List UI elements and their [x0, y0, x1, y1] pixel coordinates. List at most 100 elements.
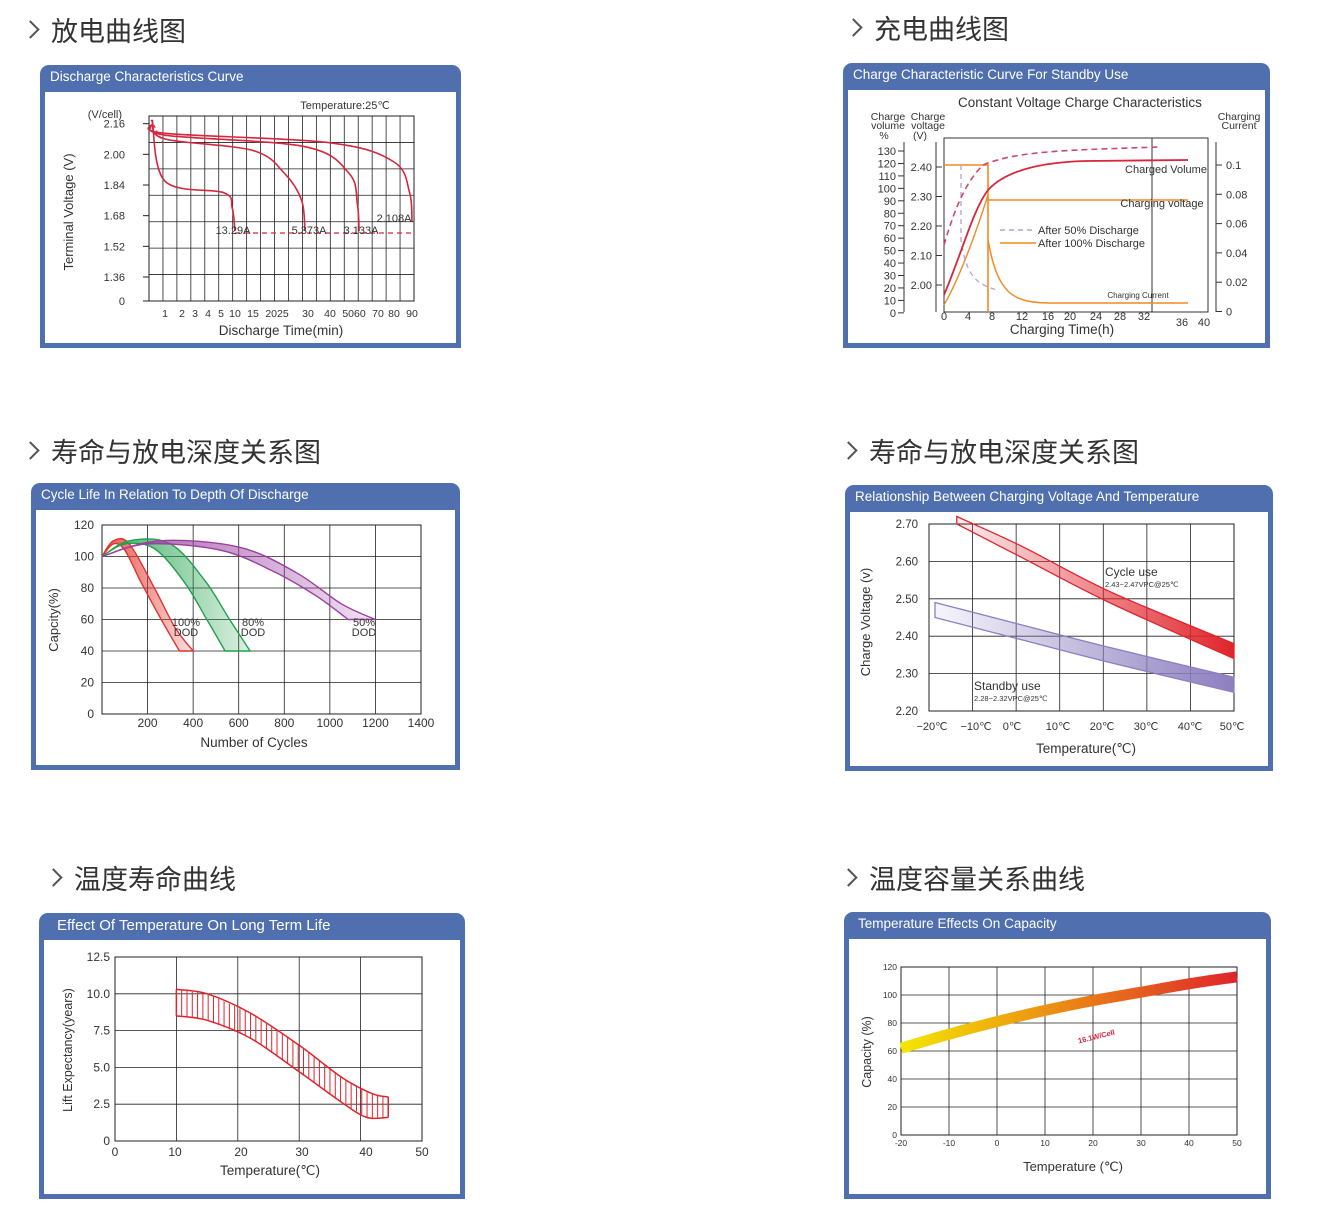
x-tick-label: 3: [192, 308, 198, 320]
panel-charge: Charge Characteristic Curve For Standby …: [843, 63, 1270, 348]
x-tick-label: 2: [179, 308, 185, 320]
plot-frame: [148, 115, 415, 302]
charging-voltage-label: Charging voltage: [1120, 198, 1203, 210]
x-tick-label: 20: [234, 1145, 248, 1159]
panel-cycle-life: Cycle Life In Relation To Depth Of Disch…: [31, 483, 460, 770]
x-tick-label: 70: [372, 308, 384, 320]
panel-temperature-life: Effect Of Temperature On Long Term Life …: [39, 913, 465, 1199]
x-tick-label: 20℃: [1090, 721, 1115, 733]
dod-label: DOD: [352, 627, 377, 639]
panel-title: Discharge Characteristics Curve: [50, 69, 244, 84]
heading-text: 放电曲线图: [51, 17, 186, 48]
y-tick-label: 1.84: [104, 180, 125, 192]
panel-title: Effect Of Temperature On Long Term Life: [57, 917, 331, 934]
band-label: Cycle use: [1105, 565, 1158, 579]
y1-tick-label: 80: [884, 208, 896, 220]
x-tick-label: 40: [324, 308, 336, 320]
chevron-right-icon: [21, 20, 40, 39]
x-tick-label: 1: [162, 308, 168, 320]
x-tick-label: 0: [112, 1145, 119, 1159]
x-tick-label: −10℃: [960, 721, 991, 733]
x-axis-label: Charging Time(h): [1010, 322, 1114, 337]
x-tick-label: 5: [218, 308, 224, 320]
discharge-chart: 2.16 2.00 1.84 1.68 1.52 1.36 0 (V/cell) Termina…: [61, 100, 418, 338]
x-tick-label: 24: [1090, 311, 1102, 323]
x-tick-label: 10: [1040, 1138, 1050, 1148]
curve-label: 2.108A: [377, 213, 413, 225]
capacity-curve: [899, 971, 1238, 1054]
y2-tick-label: 2.10: [911, 251, 932, 263]
panel-title: Relationship Between Charging Voltage An…: [855, 489, 1200, 504]
voltage-rise: [943, 194, 989, 306]
y-tick-label: 2.30: [896, 669, 918, 681]
y1-tick-label: 0: [890, 308, 896, 320]
dod-band-2: [101, 539, 376, 621]
panel-body: 120 100 80 60 40 20 0 -20 -10 0 10 20 30 40 50 Capacity…: [849, 939, 1266, 1194]
curve-label: 3.133A: [344, 225, 380, 237]
temperature-life-chart: 12.5 10.0 7.5 5.0 2.5 00 10 20 30 40 50 Lift Expect…: [61, 950, 429, 1178]
y1-label: volume: [871, 120, 905, 132]
y-tick-label: 40: [81, 644, 95, 658]
x-tick-label: 40: [1198, 317, 1210, 329]
dod-band-0: [101, 537, 195, 652]
panel-body: 12.5 10.0 7.5 5.0 2.5 0 0 10 20 30 40 50 Lift Expect…: [44, 940, 460, 1194]
y1-tick-label: 70: [884, 221, 896, 233]
panel-temperature-capacity: Temperature Effects On Capacity 120 100 80…: [844, 912, 1271, 1199]
x-tick-label: 16: [1042, 311, 1054, 323]
y1-tick-label: 20: [884, 283, 896, 295]
y-tick-label: 2.20: [896, 706, 918, 718]
y3-tick-label: 0.02: [1226, 277, 1247, 289]
section-heading-charge: 充电曲线图: [844, 8, 1009, 47]
y2-label: (V): [913, 130, 927, 142]
x-tick-label: 1000: [317, 716, 344, 730]
y2-tick-label: 2.30: [911, 192, 932, 204]
y3-label: Charging: [1218, 111, 1261, 123]
x-tick-label: 12: [1016, 311, 1028, 323]
panel-title: Temperature Effects On Capacity: [858, 916, 1057, 931]
x-tick-label: 30: [295, 1145, 309, 1159]
power-annotation: 16.1W/Cell: [1077, 1028, 1116, 1046]
x-tick-label: 30℃: [1134, 721, 1159, 733]
y-tick-label: 80: [81, 581, 95, 595]
x-tick-label: 10: [168, 1145, 182, 1159]
panel-body: 2.16 2.00 1.84 1.68 1.52 1.36 0 (V/cell) Termina…: [45, 92, 456, 343]
x-tick-label: 10: [229, 308, 241, 320]
heading-text: 温度寿命曲线: [74, 865, 236, 896]
panel-body: Constant Voltage Charge Characteristics 1…: [848, 90, 1265, 343]
panel-body: 2.70 2.60 2.50 2.40 2.30 2.20 −20℃ −10℃ 0℃ 10℃ 20℃…: [850, 512, 1268, 766]
section-heading-charge-voltage: 寿命与放电深度关系图: [839, 431, 1139, 470]
y-tick-label: 2.16: [104, 119, 125, 131]
chevron-right-icon: [21, 441, 40, 460]
y1-label: Charge: [871, 111, 906, 123]
y1-tick-label: 90: [884, 196, 896, 208]
heading-text: 寿命与放电深度关系图: [51, 438, 321, 469]
discharge-curve-1: [151, 123, 306, 232]
x-tick-label: 50: [1232, 1138, 1242, 1148]
y-tick-label: 2.00: [104, 149, 125, 161]
y-tick-label: 2.40: [896, 631, 918, 643]
y-tick-label: 10.0: [87, 987, 111, 1001]
x-tick-label: 40: [1184, 1138, 1194, 1148]
y-unit-label: (V/cell): [88, 109, 122, 121]
y-tick-label: 100: [883, 990, 897, 1000]
plot-frame: [928, 523, 1235, 712]
x-axis-label: Temperature(℃): [220, 1163, 320, 1178]
y-tick-label: 20: [888, 1102, 898, 1112]
charging-current-label: Charging Current: [1107, 291, 1169, 300]
heading-text: 充电曲线图: [874, 15, 1009, 46]
x-tick-label: 20: [1064, 311, 1076, 323]
x-tick-label: 80: [388, 308, 400, 320]
y-tick-label: 7.5: [93, 1024, 110, 1038]
x-tick-label: 8: [989, 311, 995, 323]
charged-volume-50: [943, 146, 1159, 246]
x-tick-label: -20: [895, 1138, 908, 1148]
charged-volume-label: Charged Volume: [1125, 164, 1207, 176]
x-axis-label: Temperature(℃): [1036, 741, 1136, 756]
y3-tick-label: 0.1: [1226, 160, 1241, 172]
section-heading-cycle-life: 寿命与放电深度关系图: [21, 431, 321, 470]
x-tick-label: 0: [941, 311, 947, 323]
x-tick-label: 40℃: [1178, 721, 1203, 733]
x-axis-label: Temperature (℃): [1023, 1159, 1123, 1174]
current-curve-50: [960, 165, 999, 291]
